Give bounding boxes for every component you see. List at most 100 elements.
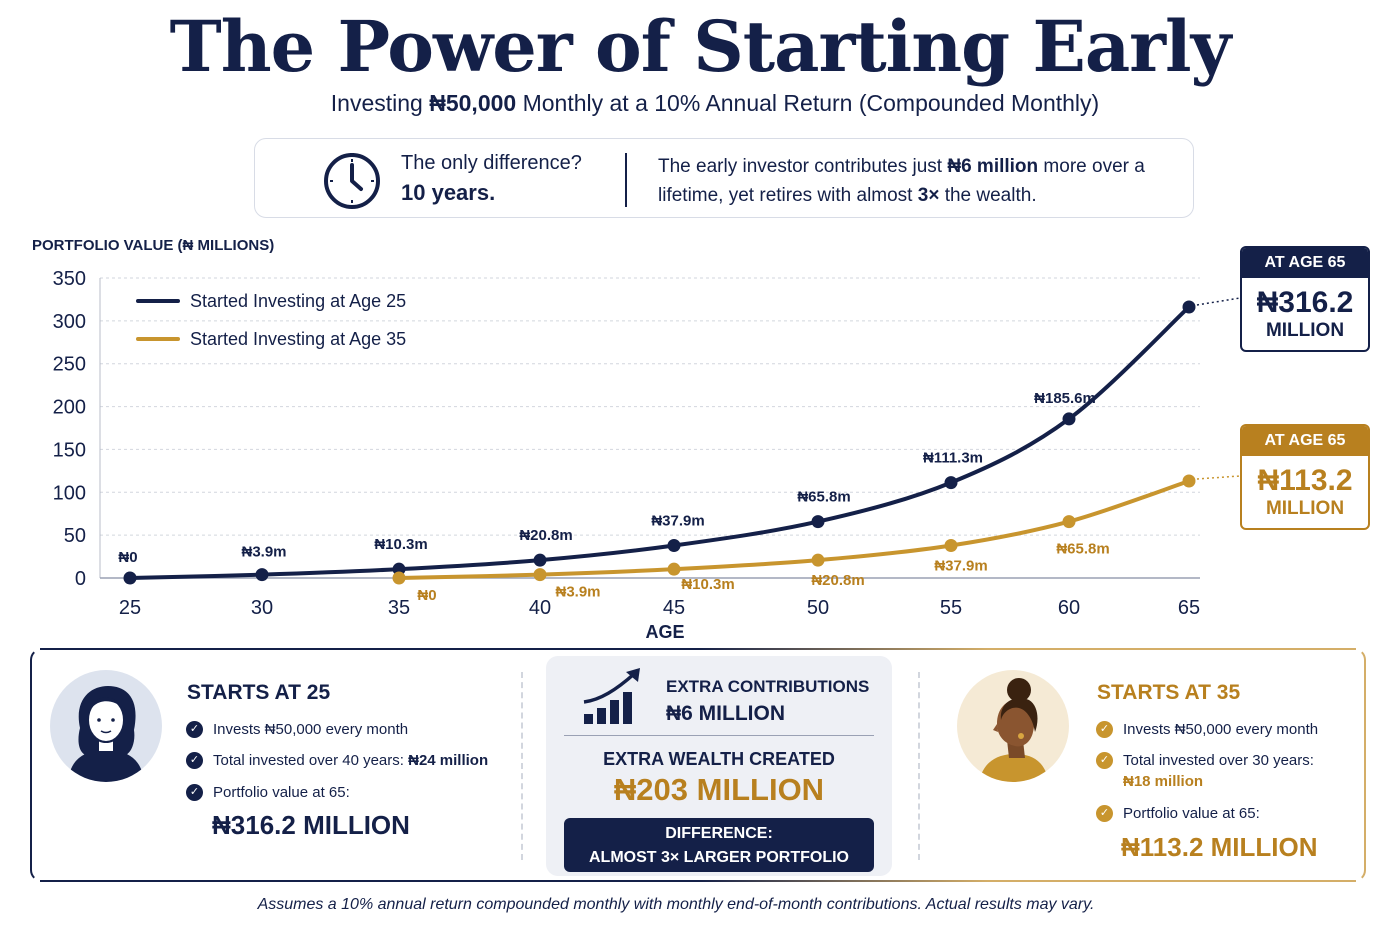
subtitle-amount: ₦50,000	[429, 90, 517, 116]
data-point	[255, 568, 269, 582]
footnote: Assumes a 10% annual return compounded m…	[257, 896, 1095, 913]
late-bullet-3-text: Portfolio value at 65:	[1123, 805, 1260, 822]
subtitle-pre: Investing	[330, 90, 430, 116]
early-bullet-2-text: Total invested over 40 years:	[213, 752, 409, 769]
chart-growth-icon	[583, 668, 640, 724]
extra-wealth-label: EXTRA WEALTH CREATED	[603, 749, 835, 769]
x-axis-label: AGE	[645, 622, 684, 642]
info-text-3: the wealth.	[939, 185, 1037, 206]
data-label: ₦65.8m	[1056, 541, 1109, 558]
late-callout-value: ₦113.2	[1257, 464, 1353, 497]
check-icon: ✓	[186, 784, 203, 801]
info-bold-2: 3×	[917, 185, 940, 206]
data-label: ₦20.8m	[519, 527, 572, 544]
late-bullet-1: ✓ Invests ₦50,000 every month	[1096, 719, 1318, 740]
late-callout-unit: MILLION	[1265, 498, 1345, 519]
info-bold-1: ₦6 million	[947, 156, 1039, 177]
y-tick-label: 150	[53, 439, 86, 461]
data-point	[1062, 515, 1076, 529]
divider-right	[918, 672, 920, 860]
difference-answer: 10 years.	[401, 180, 496, 205]
late-bullet-3: ✓ Portfolio value at 65:	[1096, 803, 1260, 824]
callout-connector	[1196, 475, 1241, 480]
info-box: The only difference? 10 years. The early…	[254, 138, 1194, 218]
page-subtitle: Investing ₦50,000 Monthly at a 10% Annua…	[0, 90, 1400, 117]
data-label: ₦37.9m	[651, 513, 704, 530]
data-point	[1182, 474, 1196, 488]
check-icon: ✓	[1096, 752, 1113, 769]
y-tick-label: 50	[64, 525, 86, 547]
woman-avatar-icon	[68, 686, 144, 782]
data-point	[667, 562, 681, 576]
extra-wealth-value: ₦203 MILLION	[613, 772, 825, 807]
info-text-2: more over a lifetime, yet retires with a…	[658, 156, 1145, 206]
info-divider	[625, 153, 627, 207]
early-investor-avatar	[50, 670, 162, 782]
data-point	[1182, 300, 1196, 314]
data-label: ₦111.3m	[923, 450, 983, 467]
summary-panel-top-border	[40, 648, 1356, 650]
early-bullet-2-bold: ₦24 million	[408, 752, 489, 769]
y-tick-label: 0	[75, 568, 86, 590]
difference-banner: DIFFERENCE: ALMOST 3× LARGER PORTFOLIO	[564, 818, 874, 872]
legend-label: Started Investing at Age 25	[190, 291, 406, 311]
data-label: ₦185.6m	[1034, 390, 1096, 407]
late-card-title: STARTS AT 35	[1097, 681, 1241, 704]
portfolio-line-chart: PORTFOLIO VALUE (₦ MILLIONS) 0 50 100 150 200…	[32, 237, 1241, 642]
x-tick-label: 25	[119, 597, 141, 619]
early-bullet-3-text: Portfolio value at 65:	[213, 784, 350, 801]
x-tick-label: 60	[1058, 597, 1080, 619]
late-bullet-2: ✓ Total invested over 30 years: ₦18 millio…	[1096, 750, 1314, 792]
data-label: ₦3.9m	[241, 544, 286, 561]
check-icon: ✓	[186, 721, 203, 738]
late-portfolio-value: ₦113.2 MILLION	[1121, 832, 1318, 862]
extra-contributions-label: EXTRA CONTRIBUTIONS	[666, 677, 870, 696]
x-tick-label: 45	[663, 597, 685, 619]
data-label: ₦10.3m	[374, 536, 427, 553]
woman-avatar-icon	[979, 678, 1049, 782]
early-callout-unit: MILLION	[1265, 320, 1345, 341]
y-tick-label: 350	[53, 268, 86, 290]
late-bullet-2-bold: ₦18 million	[1123, 773, 1204, 790]
divider-left	[521, 672, 523, 860]
y-axis-label: PORTFOLIO VALUE (₦ MILLIONS)	[32, 237, 274, 254]
x-tick-label: 30	[251, 597, 273, 619]
legend-label: Started Investing at Age 35	[190, 329, 406, 349]
check-icon: ✓	[1096, 721, 1113, 738]
early-bullet-3: ✓ Portfolio value at 65:	[186, 782, 350, 803]
data-label: ₦65.8m	[797, 489, 850, 506]
data-point	[123, 571, 137, 585]
extra-summary-box: EXTRA CONTRIBUTIONS ₦6 MILLION EXTRA WEA…	[546, 656, 892, 876]
early-callout-value: ₦316.2	[1256, 286, 1354, 319]
data-label: ₦10.3m	[681, 576, 734, 593]
x-tick-label: 55	[940, 597, 962, 619]
y-tick-label: 200	[53, 397, 86, 419]
difference-question: The only difference?	[401, 152, 582, 174]
data-point	[533, 553, 547, 567]
early-bullet-2: ✓ Total invested over 40 years: ₦24 milli…	[186, 750, 488, 771]
x-tick-label: 65	[1178, 597, 1200, 619]
data-point	[392, 571, 406, 585]
late-investor-avatar	[957, 670, 1069, 782]
difference-banner-line-2: ALMOST 3× LARGER PORTFOLIO	[588, 849, 849, 866]
early-portfolio-value: ₦316.2 MILLION	[212, 810, 410, 840]
early-bullet-1-text: Invests ₦50,000 every month	[213, 721, 409, 738]
early-bullet-1: ✓ Invests ₦50,000 every month	[186, 719, 408, 740]
early-callout: AT AGE 65 ₦316.2 MILLION	[1240, 246, 1370, 352]
data-label: ₦3.9m	[555, 584, 600, 601]
late-bullet-1-text: Invests ₦50,000 every month	[1123, 721, 1319, 738]
data-point	[667, 539, 681, 553]
data-label: ₦20.8m	[811, 572, 864, 589]
data-point	[944, 476, 958, 490]
data-label: ₦0	[417, 587, 436, 604]
data-label: ₦37.9m	[934, 558, 987, 575]
center-rule	[564, 735, 874, 736]
subtitle-post: Monthly at a 10% Annual Return (Compound…	[516, 90, 1100, 116]
x-tick-label: 40	[529, 597, 551, 619]
extra-contributions-value: ₦6 MILLION	[666, 702, 785, 725]
y-tick-label: 100	[53, 482, 86, 504]
x-tick-label: 50	[807, 597, 829, 619]
data-point	[944, 539, 958, 553]
check-icon: ✓	[186, 752, 203, 769]
callout-connector	[1196, 297, 1241, 306]
